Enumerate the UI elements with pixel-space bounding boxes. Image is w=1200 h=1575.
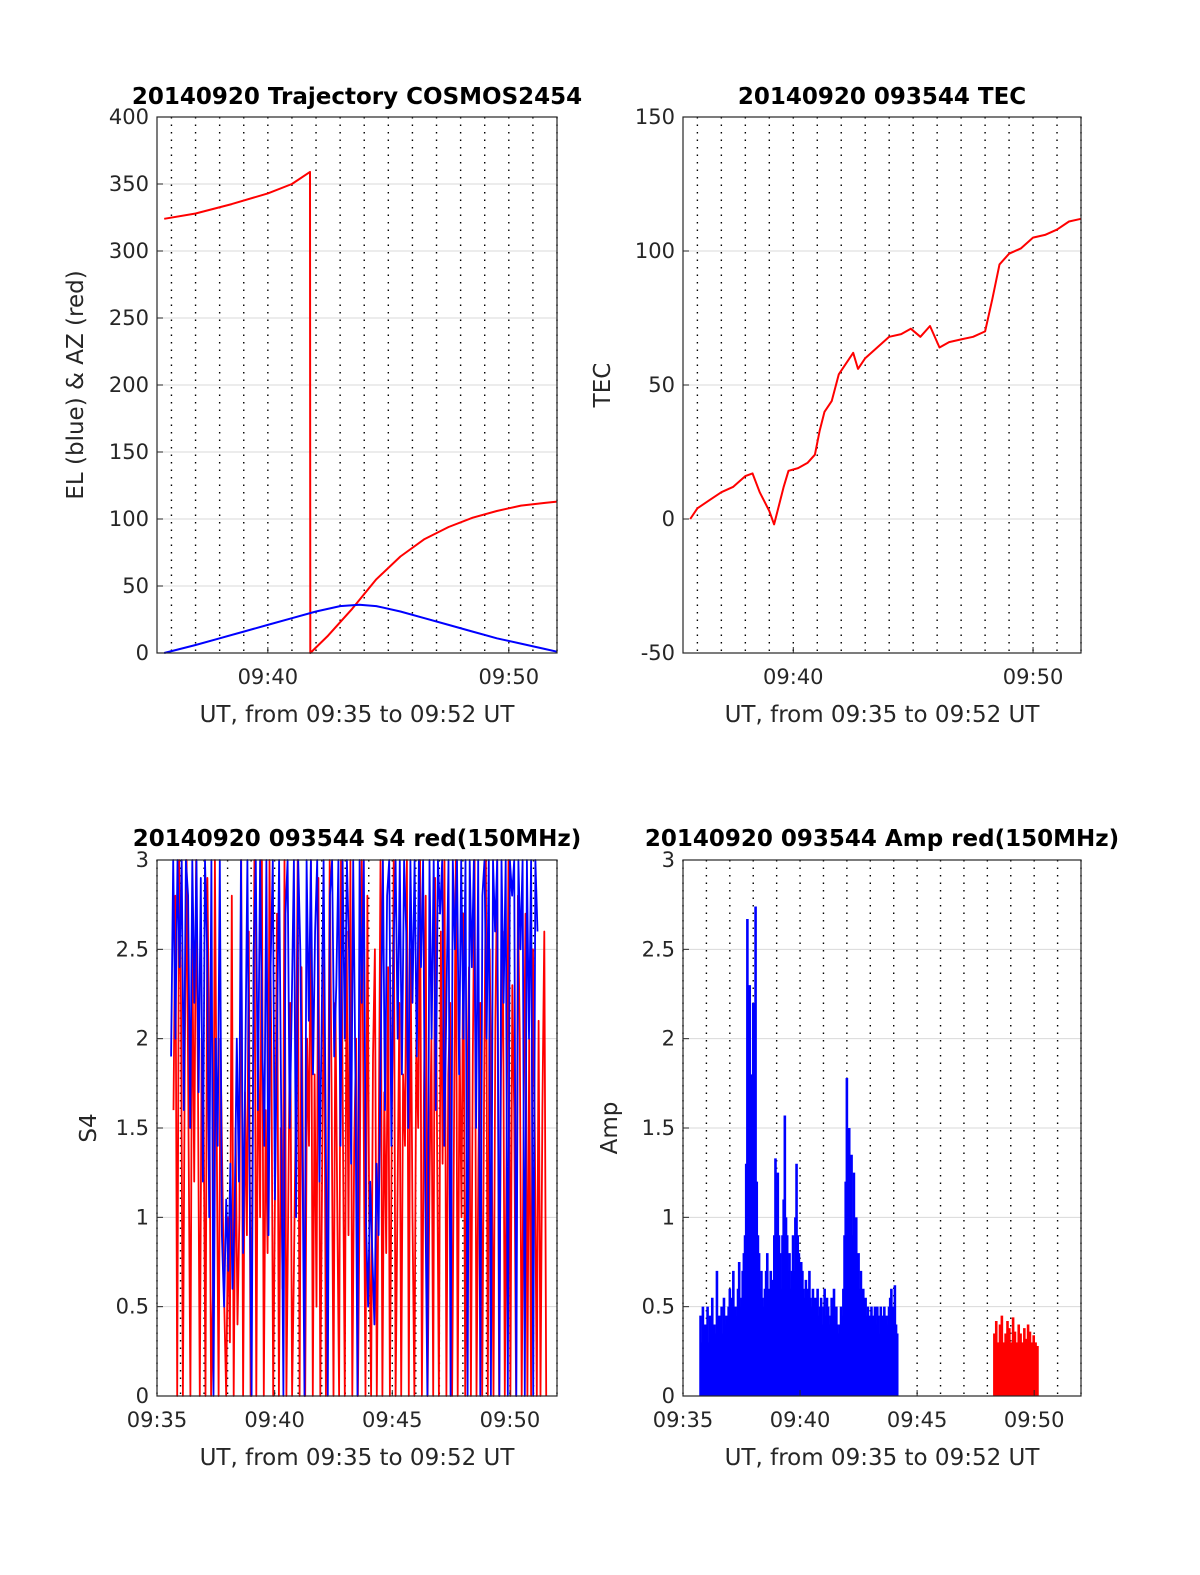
y-tick-label: 0 (662, 507, 675, 531)
x-tick-label: 09:35 (127, 1408, 188, 1432)
x-tick-label: 09:50 (480, 1408, 541, 1432)
y-tick-label: 1 (136, 1205, 149, 1229)
series-s4-blue (170, 859, 539, 1397)
x-tick-label: 09:40 (770, 1408, 831, 1432)
y-tick-label: 150 (109, 440, 149, 464)
y-tick-label: 2 (136, 1027, 149, 1051)
series-az (164, 170, 558, 654)
series-amp-blue (699, 906, 899, 1396)
x-axis-label: UT, from 09:35 to 09:52 UT (200, 1445, 516, 1471)
y-tick-label: 400 (109, 105, 149, 129)
y-axis-label: TEC (590, 363, 616, 409)
x-tick-label: 09:45 (887, 1408, 948, 1432)
x-tick-label: 09:40 (244, 1408, 305, 1432)
panel-tec: -50 0 50 100 150 09:40 09:50 20140920 093544 T… (590, 84, 1082, 728)
panel-trajectory: 0 50 100 150 200 250 300 350 400 09:40 09:50 20140… (63, 84, 582, 728)
series-tec (689, 217, 1082, 526)
chart-title: 20140920 093544 S4 red(150MHz) (133, 826, 582, 852)
y-tick-label: 100 (109, 507, 149, 531)
y-tick-label: 350 (109, 172, 149, 196)
x-axis-label: UT, from 09:35 to 09:52 UT (200, 702, 516, 728)
x-axis-label: UT, from 09:35 to 09:52 UT (725, 702, 1041, 728)
y-tick-label: 50 (122, 574, 149, 598)
y-axis-label: EL (blue) & AZ (red) (63, 270, 89, 499)
y-tick-label: -50 (641, 641, 675, 665)
y-tick-label: 50 (648, 373, 675, 397)
y-axis-label: Amp (597, 1102, 623, 1155)
x-tick-label: 09:40 (763, 665, 824, 689)
y-tick-label: 200 (109, 373, 149, 397)
y-tick-label: 0.5 (116, 1295, 149, 1319)
y-tick-label: 3 (662, 848, 675, 872)
y-tick-label: 0 (136, 641, 149, 665)
panel-amp: 0 0.5 1 1.5 2 2.5 3 09:35 09:40 09:45 09:50 201409… (597, 826, 1119, 1471)
y-tick-label: 1.5 (116, 1116, 149, 1140)
chart-title: 20140920 093544 Amp red(150MHz) (645, 826, 1119, 852)
x-tick-label: 09:40 (238, 665, 299, 689)
x-tick-label: 09:35 (653, 1408, 714, 1432)
x-axis-label: UT, from 09:35 to 09:52 UT (725, 1445, 1041, 1471)
x-tick-label: 09:50 (479, 665, 540, 689)
y-tick-label: 2.5 (116, 937, 149, 961)
y-tick-label: 0.5 (642, 1295, 675, 1319)
panel-s4: 0 0.5 1 1.5 2 2.5 3 09:35 09:40 09:45 09:50 201409… (76, 826, 581, 1471)
y-tick-label: 0 (136, 1384, 149, 1408)
x-tick-label: 09:45 (362, 1408, 423, 1432)
y-tick-label: 1.5 (642, 1116, 675, 1140)
y-tick-label: 3 (136, 848, 149, 872)
y-tick-label: 0 (662, 1384, 675, 1408)
y-tick-label: 300 (109, 239, 149, 263)
y-tick-label: 150 (635, 105, 675, 129)
y-tick-label: 2 (662, 1027, 675, 1051)
y-tick-label: 100 (635, 239, 675, 263)
y-tick-label: 1 (662, 1205, 675, 1229)
y-tick-label: 2.5 (642, 937, 675, 961)
series-el (163, 603, 558, 654)
series-amp-red (993, 1315, 1039, 1396)
chart-title: 20140920 Trajectory COSMOS2454 (132, 84, 582, 110)
x-tick-label: 09:50 (1004, 1408, 1065, 1432)
x-tick-label: 09:50 (1003, 665, 1064, 689)
y-tick-label: 250 (109, 306, 149, 330)
y-axis-label: S4 (76, 1113, 102, 1142)
chart-title: 20140920 093544 TEC (738, 84, 1026, 110)
